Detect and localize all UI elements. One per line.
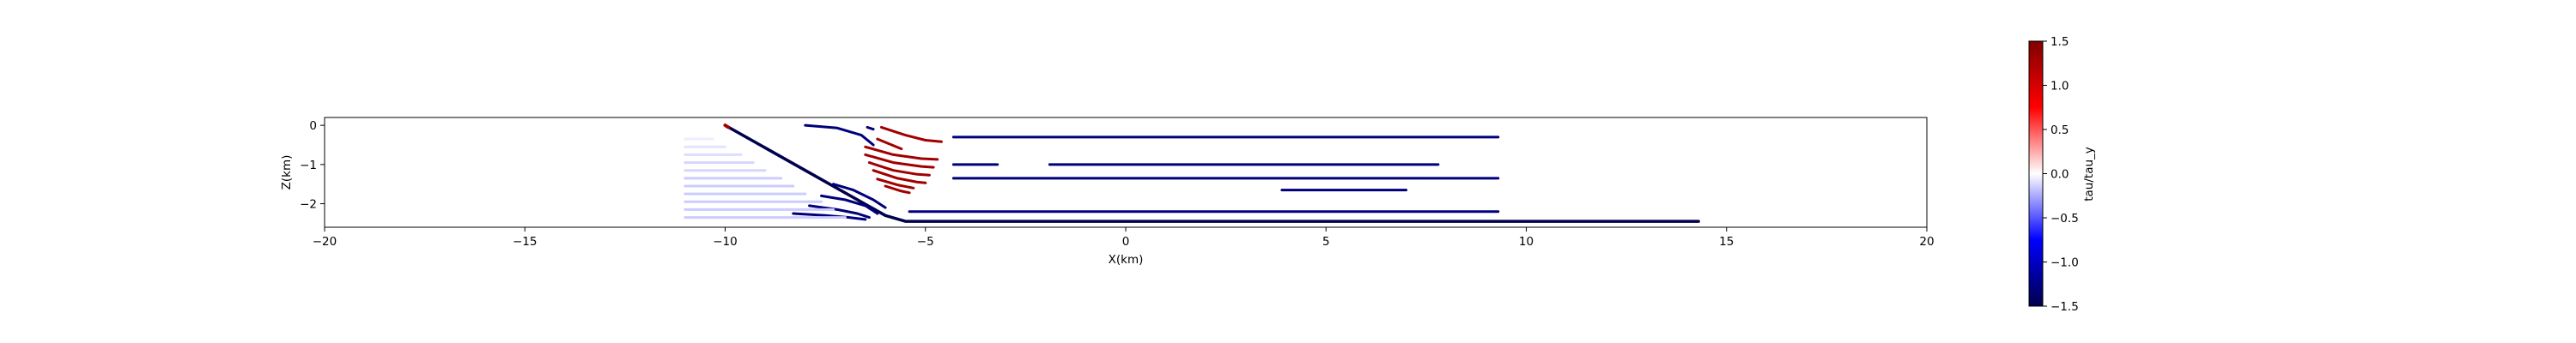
fault-segment-3 <box>866 125 875 131</box>
fault-segment-7 <box>864 153 935 169</box>
fault-segment-11 <box>884 184 911 195</box>
fault-segment-9 <box>872 169 927 184</box>
colorbar-tick-label: −0.5 <box>2050 212 2079 226</box>
x-tick-label: −20 <box>313 235 337 249</box>
fault-segment-14 <box>808 204 871 220</box>
colorbar-tick-label: −1.5 <box>2050 300 2079 314</box>
y-tick-label: −1 <box>300 159 317 172</box>
y-axis: 0 −1 −2 <box>300 119 325 212</box>
colorbar-tick-label: 1.0 <box>2050 80 2069 93</box>
fault-segment-12 <box>832 183 887 209</box>
fault-segment-2 <box>804 123 875 147</box>
fault-segment-1 <box>723 123 731 129</box>
x-tick-label: 0 <box>1122 235 1130 249</box>
fault-segment-5 <box>879 125 943 143</box>
y-tick-label: −2 <box>300 198 317 212</box>
x-axis: −20 −15 −10 −5 0 5 10 15 20 <box>313 227 1935 249</box>
x-tick-label: −5 <box>917 235 934 249</box>
colorbar-gradient <box>2028 40 2044 307</box>
plot-area: −20 −15 −10 −5 0 5 10 15 20 0 −1 −2 X(km) Z(km) <box>280 117 1935 267</box>
fault-segment-10 <box>876 178 915 190</box>
x-tick-label: 10 <box>1519 235 1534 249</box>
x-axis-label: X(km) <box>1109 253 1144 267</box>
x-tick-label: −10 <box>713 235 738 249</box>
fault-segment-13 <box>820 194 879 215</box>
fault-segment-4 <box>876 137 903 151</box>
colorbar-tick-label: 0.5 <box>2050 123 2069 137</box>
plot-background <box>325 117 1927 227</box>
x-tick-label: 5 <box>1322 235 1330 249</box>
colorbar-label: tau/tau_y <box>2082 147 2096 202</box>
fault-segment-8 <box>867 161 931 177</box>
colorbar-tick-label: 1.5 <box>2050 35 2069 49</box>
y-tick-label: 0 <box>309 119 317 133</box>
fault-segment-0 <box>723 123 1700 223</box>
fault-segment-6 <box>864 145 939 161</box>
x-tick-label: 15 <box>1719 235 1734 249</box>
colorbar-ticks: 1.5 1.0 0.5 0.0 −0.5 −1.0 −1.5 <box>2043 35 2079 314</box>
x-tick-label: −15 <box>513 235 538 249</box>
colorbar: 1.5 1.0 0.5 0.0 −0.5 −1.0 −1.5 tau/tau_y <box>2028 35 2096 314</box>
x-tick-label: 20 <box>1919 235 1934 249</box>
colorbar-tick-label: −1.0 <box>2050 256 2079 270</box>
y-axis-label: Z(km) <box>280 155 294 190</box>
colorbar-tick-label: 0.0 <box>2050 168 2069 182</box>
data-layer <box>683 123 1700 223</box>
